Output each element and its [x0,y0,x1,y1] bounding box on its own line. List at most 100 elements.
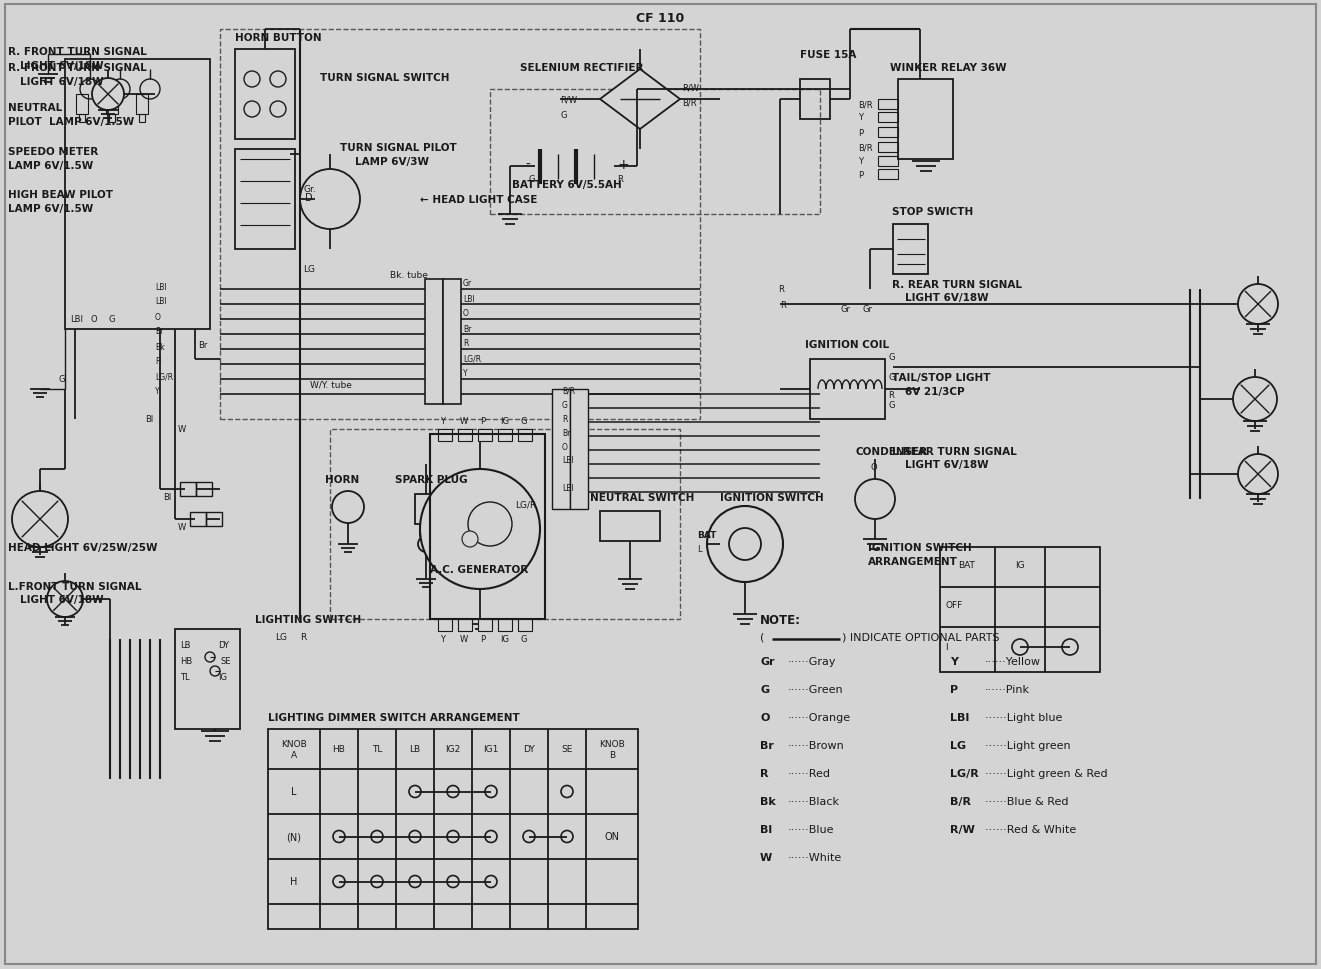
Text: DY: DY [523,745,535,754]
Bar [190,513,206,526]
Text: LG: LG [950,740,966,750]
Text: R: R [778,285,783,295]
Text: G: G [888,353,894,362]
Text: ← HEAD LIGHT CASE: ← HEAD LIGHT CASE [420,195,538,204]
Bar [206,513,222,526]
Text: LBI: LBI [70,315,83,325]
Circle shape [446,876,458,888]
Text: IGNITION SWITCH: IGNITION SWITCH [720,492,824,503]
Bar [110,115,115,123]
Text: R. REAR TURN SIGNAL: R. REAR TURN SIGNAL [892,280,1022,290]
Bar [878,157,898,167]
Text: R/W: R/W [950,825,975,834]
Text: LBl: LBl [462,295,474,303]
Bar [443,280,461,405]
Text: SE: SE [221,657,230,666]
Text: LG/R: LG/R [950,768,979,778]
Bar [415,494,437,524]
Text: Br: Br [462,325,472,333]
Text: ······Light blue: ······Light blue [985,712,1062,722]
Text: ······Black: ······Black [789,797,840,806]
Text: Y: Y [950,656,958,667]
Text: P: P [480,417,485,426]
Text: HB: HB [180,657,193,666]
Text: BATTERY 6V/5.5AH: BATTERY 6V/5.5AH [513,180,622,190]
Bar [235,150,295,250]
Text: R: R [760,768,769,778]
Text: LG/R: LG/R [515,500,536,509]
Text: W: W [460,635,468,643]
Text: G: G [888,373,894,382]
Text: P: P [480,635,485,643]
Bar [425,280,443,405]
Text: NOTE:: NOTE: [760,612,801,626]
Text: Gr: Gr [462,279,472,288]
Text: ······Pink: ······Pink [985,684,1030,694]
Text: ······Gray: ······Gray [789,656,836,667]
Circle shape [205,652,215,663]
Text: O: O [462,309,469,318]
Text: W: W [760,852,773,862]
Circle shape [417,537,435,552]
Circle shape [523,830,535,843]
Circle shape [244,102,260,118]
Polygon shape [600,70,680,130]
Bar [600,512,660,542]
Text: SELENIUM RECTIFIER: SELENIUM RECTIFIER [520,63,643,73]
Bar [65,60,210,329]
Circle shape [485,786,497,797]
Text: R/W: R/W [682,83,699,92]
Bar [878,112,898,123]
Circle shape [410,830,421,843]
Text: +: + [617,158,629,172]
Text: Bk. tube: Bk. tube [390,270,428,279]
Text: HORN BUTTON: HORN BUTTON [235,33,321,43]
Text: PILOT  LAMP 6V/1.5W: PILOT LAMP 6V/1.5W [8,117,135,127]
Text: ······Blue & Red: ······Blue & Red [985,797,1069,806]
Bar [878,128,898,138]
Bar [569,390,588,510]
Text: A.C. GENERATOR: A.C. GENERATOR [431,564,528,575]
Bar [221,30,700,420]
Text: Y: Y [440,635,445,643]
Text: Br: Br [155,328,164,336]
Text: STOP SWICTH: STOP SWICTH [892,206,974,217]
Circle shape [81,79,100,100]
Text: R: R [617,175,624,184]
Text: G: G [888,400,894,409]
Circle shape [244,72,260,88]
Text: R/W: R/W [560,95,577,105]
Text: Bl: Bl [145,415,153,424]
Text: R: R [888,391,894,399]
Text: NEUTRAL SWITCH: NEUTRAL SWITCH [590,492,695,503]
Text: TL: TL [371,745,382,754]
Text: B/R: B/R [682,99,696,108]
Text: FUSE 15A: FUSE 15A [801,50,856,60]
Text: Bl: Bl [760,825,773,834]
Text: W: W [178,523,186,532]
Text: LBI: LBI [155,297,166,306]
Text: ······Red & White: ······Red & White [985,825,1077,834]
Text: CONDENSER: CONDENSER [855,447,927,456]
Circle shape [12,491,67,547]
Text: Bk: Bk [155,342,165,351]
Text: L.REAR TURN SIGNAL: L.REAR TURN SIGNAL [892,447,1017,456]
Text: G: G [528,175,535,184]
Bar [518,619,532,632]
Bar [139,115,145,123]
Text: O: O [155,312,161,321]
Circle shape [110,79,129,100]
Text: LG: LG [303,266,314,274]
Circle shape [855,480,896,519]
Text: W: W [460,417,468,426]
Bar [136,95,148,115]
Text: SPARK PLUG: SPARK PLUG [395,475,468,484]
Text: B/R: B/R [859,143,873,152]
Text: L: L [697,545,701,554]
Text: Bl: Bl [162,493,172,502]
Bar [552,390,569,510]
Text: ······Blue: ······Blue [789,825,835,834]
Text: R: R [561,414,568,423]
Text: O: O [760,712,769,722]
Text: OFF: OFF [945,601,962,610]
